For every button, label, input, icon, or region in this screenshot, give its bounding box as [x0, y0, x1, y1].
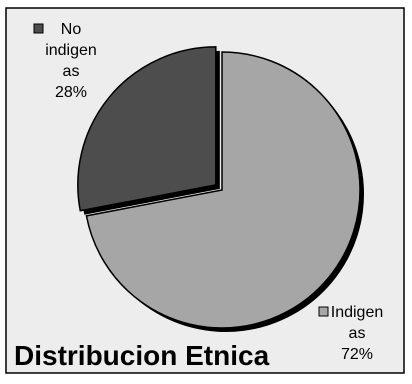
pie-slices: [77, 46, 364, 332]
pie-slice-no-indigenas: [77, 46, 217, 212]
data-label-line: Indigen: [331, 304, 384, 321]
data-label-value: 28%: [55, 84, 87, 101]
slice-label-no-indigenas: No indigen as 28%: [33, 21, 97, 101]
data-label-line: as: [349, 325, 366, 342]
legend-swatch-indigenas: [318, 306, 329, 317]
chart-title: Distribucion Etnica: [14, 340, 270, 371]
data-label-line: indigen: [45, 42, 97, 59]
data-label-line: as: [63, 63, 80, 80]
slice-label-indigenas: Indigen as 72%: [318, 304, 384, 363]
data-label-line: No: [61, 21, 82, 38]
data-label-value: 72%: [341, 346, 373, 363]
legend-swatch-no-indigenas: [33, 23, 44, 34]
pie-slice-indigenas: [85, 51, 361, 329]
